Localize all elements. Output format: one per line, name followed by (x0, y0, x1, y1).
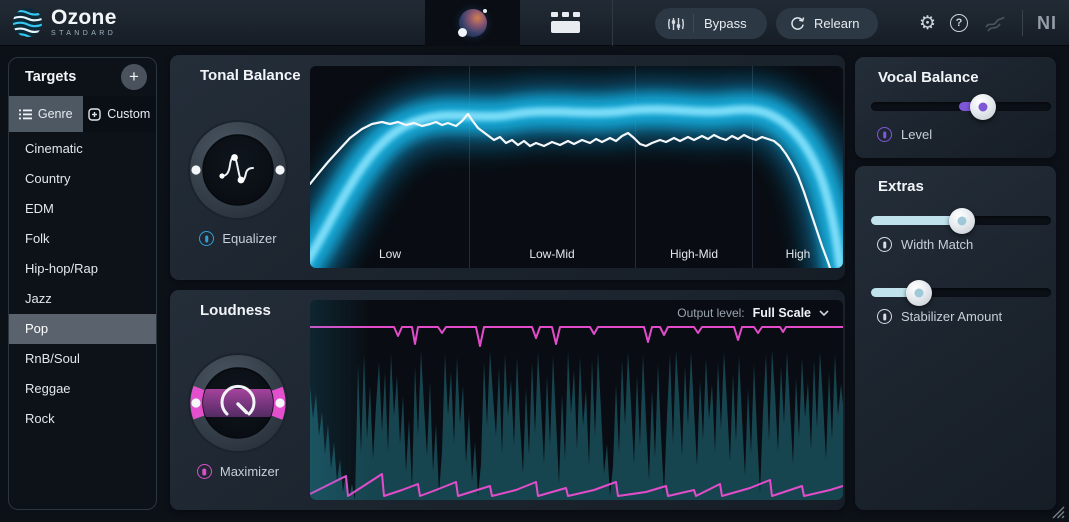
equalizer-power-toggle[interactable] (199, 231, 215, 246)
band-label-high: High (785, 247, 811, 261)
tab-modules-view[interactable] (520, 0, 613, 46)
bypass-button[interactable]: Bypass (655, 8, 767, 39)
relearn-label: Relearn (814, 16, 860, 31)
genre-item-selected[interactable]: Pop (9, 314, 156, 344)
maximizer-knob[interactable] (183, 348, 293, 458)
output-level-label: Output level: (677, 306, 745, 320)
topbar-divider (1022, 10, 1023, 36)
genre-item[interactable]: Reggae (25, 381, 71, 396)
tab-genre-label: Genre (37, 107, 73, 121)
genre-list-icon (18, 109, 32, 119)
gain-reduction-trace (310, 473, 843, 497)
eq-curve-icon (221, 156, 254, 182)
genre-item[interactable]: Folk (25, 231, 50, 246)
gauge-icon (220, 384, 256, 416)
genre-item[interactable]: Country (25, 171, 71, 186)
add-target-button[interactable]: + (121, 64, 147, 90)
relearn-refresh-icon (789, 15, 806, 32)
pill-divider (693, 14, 694, 33)
genre-list: Cinematic Country EDM Folk Hip-hop/Rap J… (9, 134, 156, 434)
tonal-balance-panel: Tonal Balance Equal (170, 55, 845, 280)
vocal-balance-title: Vocal Balance (878, 69, 979, 86)
width-match-label: Width Match (901, 237, 974, 252)
bypass-label: Bypass (704, 16, 747, 31)
limiter-threshold-trace (310, 326, 843, 347)
ozone-logo-icon (12, 7, 43, 38)
tonal-balance-title: Tonal Balance (200, 67, 301, 84)
extras-panel: Extras Width Match Stabilizer Amount (855, 166, 1056, 510)
app-logo: Ozone STANDARD (12, 7, 117, 38)
spectrum-curve (310, 76, 843, 268)
chevron-down-icon (819, 310, 829, 316)
settings-gear-icon[interactable]: ⚙ (918, 12, 936, 34)
stabilizer-thumb[interactable] (906, 279, 932, 306)
band-divider (635, 66, 636, 268)
ni-logo: NI (1037, 12, 1057, 33)
band-label-high-mid: High-Mid (669, 247, 719, 261)
loudness-waveform (310, 326, 843, 500)
vocal-balance-panel: Vocal Balance Level (855, 57, 1056, 158)
extras-title: Extras (878, 178, 924, 195)
genre-item[interactable]: Rock (25, 411, 55, 426)
window-resize-handle[interactable] (1050, 504, 1065, 519)
vocal-level-power-toggle[interactable] (877, 127, 892, 142)
output-level-dropdown[interactable]: Full Scale (753, 306, 829, 320)
equalizer-knob[interactable] (183, 115, 293, 225)
width-match-thumb[interactable] (949, 207, 975, 234)
genre-item[interactable]: Cinematic (25, 141, 83, 156)
relearn-button[interactable]: Relearn (776, 8, 878, 39)
tab-custom[interactable]: Custom (82, 96, 156, 132)
slider-fill (871, 216, 962, 225)
izotope-brand-icon (985, 16, 1005, 32)
width-match-power-toggle[interactable] (877, 237, 892, 252)
stabilizer-slider[interactable] (871, 279, 1051, 306)
tonal-balance-spectrum: Low Low-Mid High-Mid High (310, 66, 843, 268)
assistant-sphere-icon (457, 9, 487, 37)
modules-rack-icon (551, 12, 580, 33)
top-bar: Ozone STANDARD Bypass (0, 0, 1069, 46)
band-divider (752, 66, 753, 268)
genre-item[interactable]: Hip-hop/Rap (25, 261, 98, 276)
genre-item[interactable]: RnB/Soul (25, 351, 80, 366)
vocal-level-thumb[interactable] (970, 93, 996, 120)
targets-sidebar: Targets + Genre Custom Cinematic Country… (8, 57, 157, 510)
scope-left-glow (310, 300, 370, 500)
tab-assistant-view[interactable] (425, 0, 520, 46)
band-label-low: Low (378, 247, 402, 261)
vocal-level-slider[interactable] (871, 93, 1051, 120)
vocal-level-label: Level (901, 127, 933, 142)
targets-title: Targets (25, 69, 77, 85)
bypass-faders-icon (667, 15, 685, 33)
genre-item[interactable]: EDM (25, 201, 54, 216)
genre-item[interactable]: Jazz (25, 291, 52, 306)
tab-custom-label: Custom (107, 107, 151, 121)
band-divider (469, 66, 470, 268)
loudness-panel: Loudness Maximizer (170, 290, 845, 510)
loudness-title: Loudness (200, 302, 271, 319)
help-icon[interactable]: ? (950, 14, 968, 32)
width-match-slider[interactable] (871, 207, 1051, 234)
app-name: Ozone (51, 6, 117, 29)
custom-plus-icon (88, 107, 101, 121)
equalizer-label: Equalizer (222, 231, 277, 246)
stabilizer-label: Stabilizer Amount (901, 309, 1003, 324)
band-label-low-mid: Low-Mid (529, 247, 575, 261)
app-edition: STANDARD (51, 30, 117, 37)
maximizer-label: Maximizer (219, 464, 280, 479)
stabilizer-power-toggle[interactable] (877, 309, 892, 324)
loudness-scope: Output level: Full Scale (310, 300, 843, 500)
maximizer-power-toggle[interactable] (196, 464, 212, 479)
slider-fill (871, 288, 919, 297)
tab-genre[interactable]: Genre (9, 96, 83, 132)
